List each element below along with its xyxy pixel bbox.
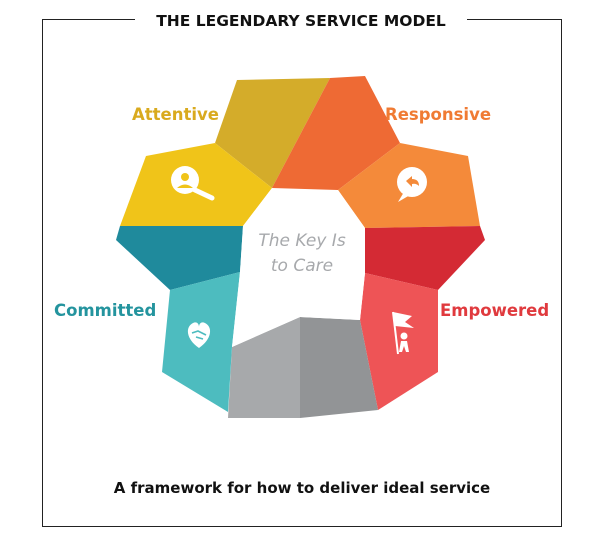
heart-handshake-icon xyxy=(187,322,211,348)
center-star xyxy=(232,188,365,347)
search-person-icon xyxy=(171,166,215,201)
label-attentive: Attentive xyxy=(132,105,219,124)
label-committed: Committed xyxy=(54,301,156,320)
label-responsive: Responsive xyxy=(385,105,491,124)
segment-empowered xyxy=(360,226,485,410)
segment-bottom xyxy=(228,317,378,418)
flag-person-icon xyxy=(392,311,414,355)
diagram-title: THE LEGENDARY SERVICE MODEL xyxy=(135,9,467,33)
center-text-line2: to Care xyxy=(271,256,333,276)
chat-reply-icon xyxy=(397,167,427,202)
diagram-caption: A framework for how to deliver ideal ser… xyxy=(113,479,491,497)
center-text-line1: The Key Is xyxy=(258,231,346,251)
label-empowered: Empowered xyxy=(440,301,549,320)
